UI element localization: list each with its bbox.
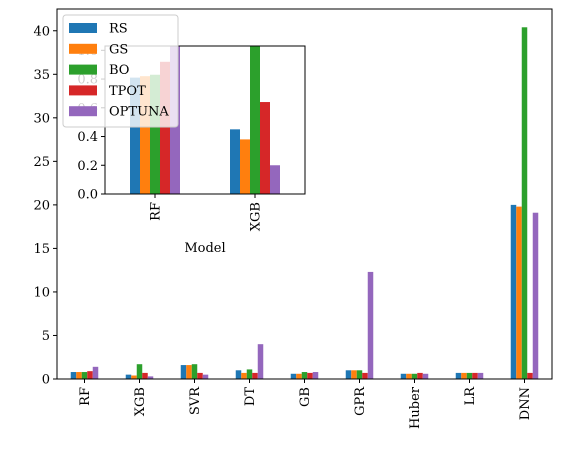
- main-bar-bo-rf: [81, 372, 88, 379]
- legend-swatch-gs: [69, 43, 97, 54]
- main-x-tick-label: XGB: [133, 387, 148, 416]
- main-bar-optuna-lr: [477, 372, 484, 379]
- main-bar-tpot-xgb: [142, 372, 148, 379]
- main-bar-bo-huber: [411, 373, 418, 379]
- main-y-tick-label: 20: [33, 198, 50, 213]
- inset-bar-rs-xgb: [230, 129, 240, 194]
- main-bar-gs-gpr: [351, 370, 357, 379]
- legend-label-bo: BO: [109, 63, 129, 78]
- main-bar-optuna-huber: [422, 373, 429, 379]
- main-bar-rs-gb: [290, 373, 297, 379]
- inset-bar-gs-xgb: [240, 139, 250, 194]
- main-x-tick-label: GPR: [353, 386, 368, 416]
- main-bar-tpot-rf: [87, 371, 93, 379]
- legend-label-gs: GS: [109, 42, 128, 57]
- main-bar-bo-dnn: [521, 27, 528, 380]
- main-y-tick-label: 5: [42, 329, 50, 344]
- main-bar-bo-gpr: [356, 370, 363, 379]
- main-bar-gs-dnn: [516, 206, 522, 379]
- inset-y-tick-label: 0.0: [77, 188, 98, 203]
- main-x-tick-label: SVR: [188, 386, 203, 415]
- main-y-tick-label: 0: [42, 373, 50, 388]
- main-bar-rs-dnn: [510, 204, 517, 379]
- main-y-tick-label: 25: [33, 155, 50, 170]
- main-y-tick-label: 15: [33, 242, 50, 257]
- inset-bar-gs-rf: [140, 76, 150, 194]
- main-bar-optuna-dnn: [532, 212, 539, 379]
- main-bar-rs-rf: [70, 372, 77, 379]
- inset-x-tick-label: XGB: [249, 202, 264, 231]
- legend-label-optuna: OPTUNA: [109, 105, 169, 120]
- main-bar-rs-dt: [235, 370, 242, 379]
- legend-frame: [62, 14, 179, 128]
- legend: RS GS BO TPOT OPTUNA: [62, 14, 179, 128]
- inset-bar-optuna-xgb: [270, 165, 280, 194]
- main-bar-gs-dt: [241, 372, 247, 379]
- main-bar-gs-huber: [406, 373, 412, 379]
- inset-bar-bo-xgb: [250, 46, 260, 194]
- main-bar-bo-svr: [191, 364, 198, 379]
- main-x-tick-label: Huber: [408, 386, 423, 429]
- main-x-tick-label: LR: [463, 386, 478, 406]
- main-bar-bo-xgb: [136, 364, 143, 379]
- main-bar-gs-lr: [461, 372, 467, 379]
- main-bar-tpot-gpr: [362, 372, 368, 379]
- main-x-tick-label: DT: [243, 387, 258, 406]
- main-bar-optuna-gpr: [367, 271, 374, 379]
- main-x-tick-label: RF: [78, 387, 93, 406]
- main-bar-optuna-xgb: [147, 376, 154, 379]
- main-bar-tpot-huber: [417, 372, 423, 379]
- main-y-tick-label: 35: [33, 68, 50, 83]
- legend-swatch-tpot: [69, 85, 97, 96]
- inset-bar-tpot-xgb: [260, 102, 270, 194]
- main-bar-gs-xgb: [131, 375, 137, 379]
- inset-bar-rs-rf: [130, 77, 140, 194]
- main-bar-gs-gb: [296, 373, 302, 379]
- main-x-tick-label: DNN: [518, 387, 533, 420]
- main-bar-gs-rf: [76, 372, 82, 379]
- inset-bar-bo-rf: [150, 74, 160, 194]
- main-bar-gs-svr: [186, 365, 192, 379]
- main-bar-rs-svr: [180, 365, 187, 379]
- main-bar-tpot-gb: [307, 372, 313, 379]
- legend-swatch-rs: [69, 23, 97, 33]
- main-bar-bo-gb: [301, 372, 308, 379]
- main-bar-tpot-dt: [252, 372, 258, 379]
- main-bar-rs-huber: [400, 373, 407, 379]
- main-bar-optuna-gb: [312, 372, 319, 379]
- main-bar-tpot-svr: [197, 372, 203, 379]
- inset-bar-tpot-rf: [160, 61, 170, 195]
- main-bar-bo-lr: [466, 372, 473, 379]
- main-y-tick-label: 40: [33, 24, 50, 39]
- main-bar-optuna-svr: [202, 374, 209, 379]
- main-bar-rs-xgb: [125, 374, 132, 379]
- legend-swatch-bo: [69, 64, 97, 75]
- inset-y-tick-label: 0.2: [77, 159, 98, 174]
- main-bar-rs-lr: [455, 372, 462, 379]
- main-bar-optuna-dt: [257, 344, 264, 379]
- main-bar-bo-dt: [246, 369, 253, 379]
- main-y-tick-label: 10: [33, 285, 50, 300]
- main-bar-optuna-rf: [92, 366, 99, 379]
- inset-y-tick-label: 0.4: [77, 130, 98, 145]
- main-bar-tpot-dnn: [527, 372, 533, 379]
- main-y-tick-label: 30: [33, 111, 50, 126]
- main-bar-rs-gpr: [345, 370, 352, 379]
- main-bar-tpot-lr: [472, 372, 478, 379]
- legend-swatch-optuna: [69, 106, 97, 117]
- inset-x-axis-label: Model: [184, 241, 225, 256]
- inset-x-tick-label: RF: [149, 202, 164, 221]
- legend-label-rs: RS: [109, 22, 128, 37]
- legend-label-tpot: TPOT: [109, 84, 146, 99]
- main-x-tick-label: GB: [298, 387, 313, 407]
